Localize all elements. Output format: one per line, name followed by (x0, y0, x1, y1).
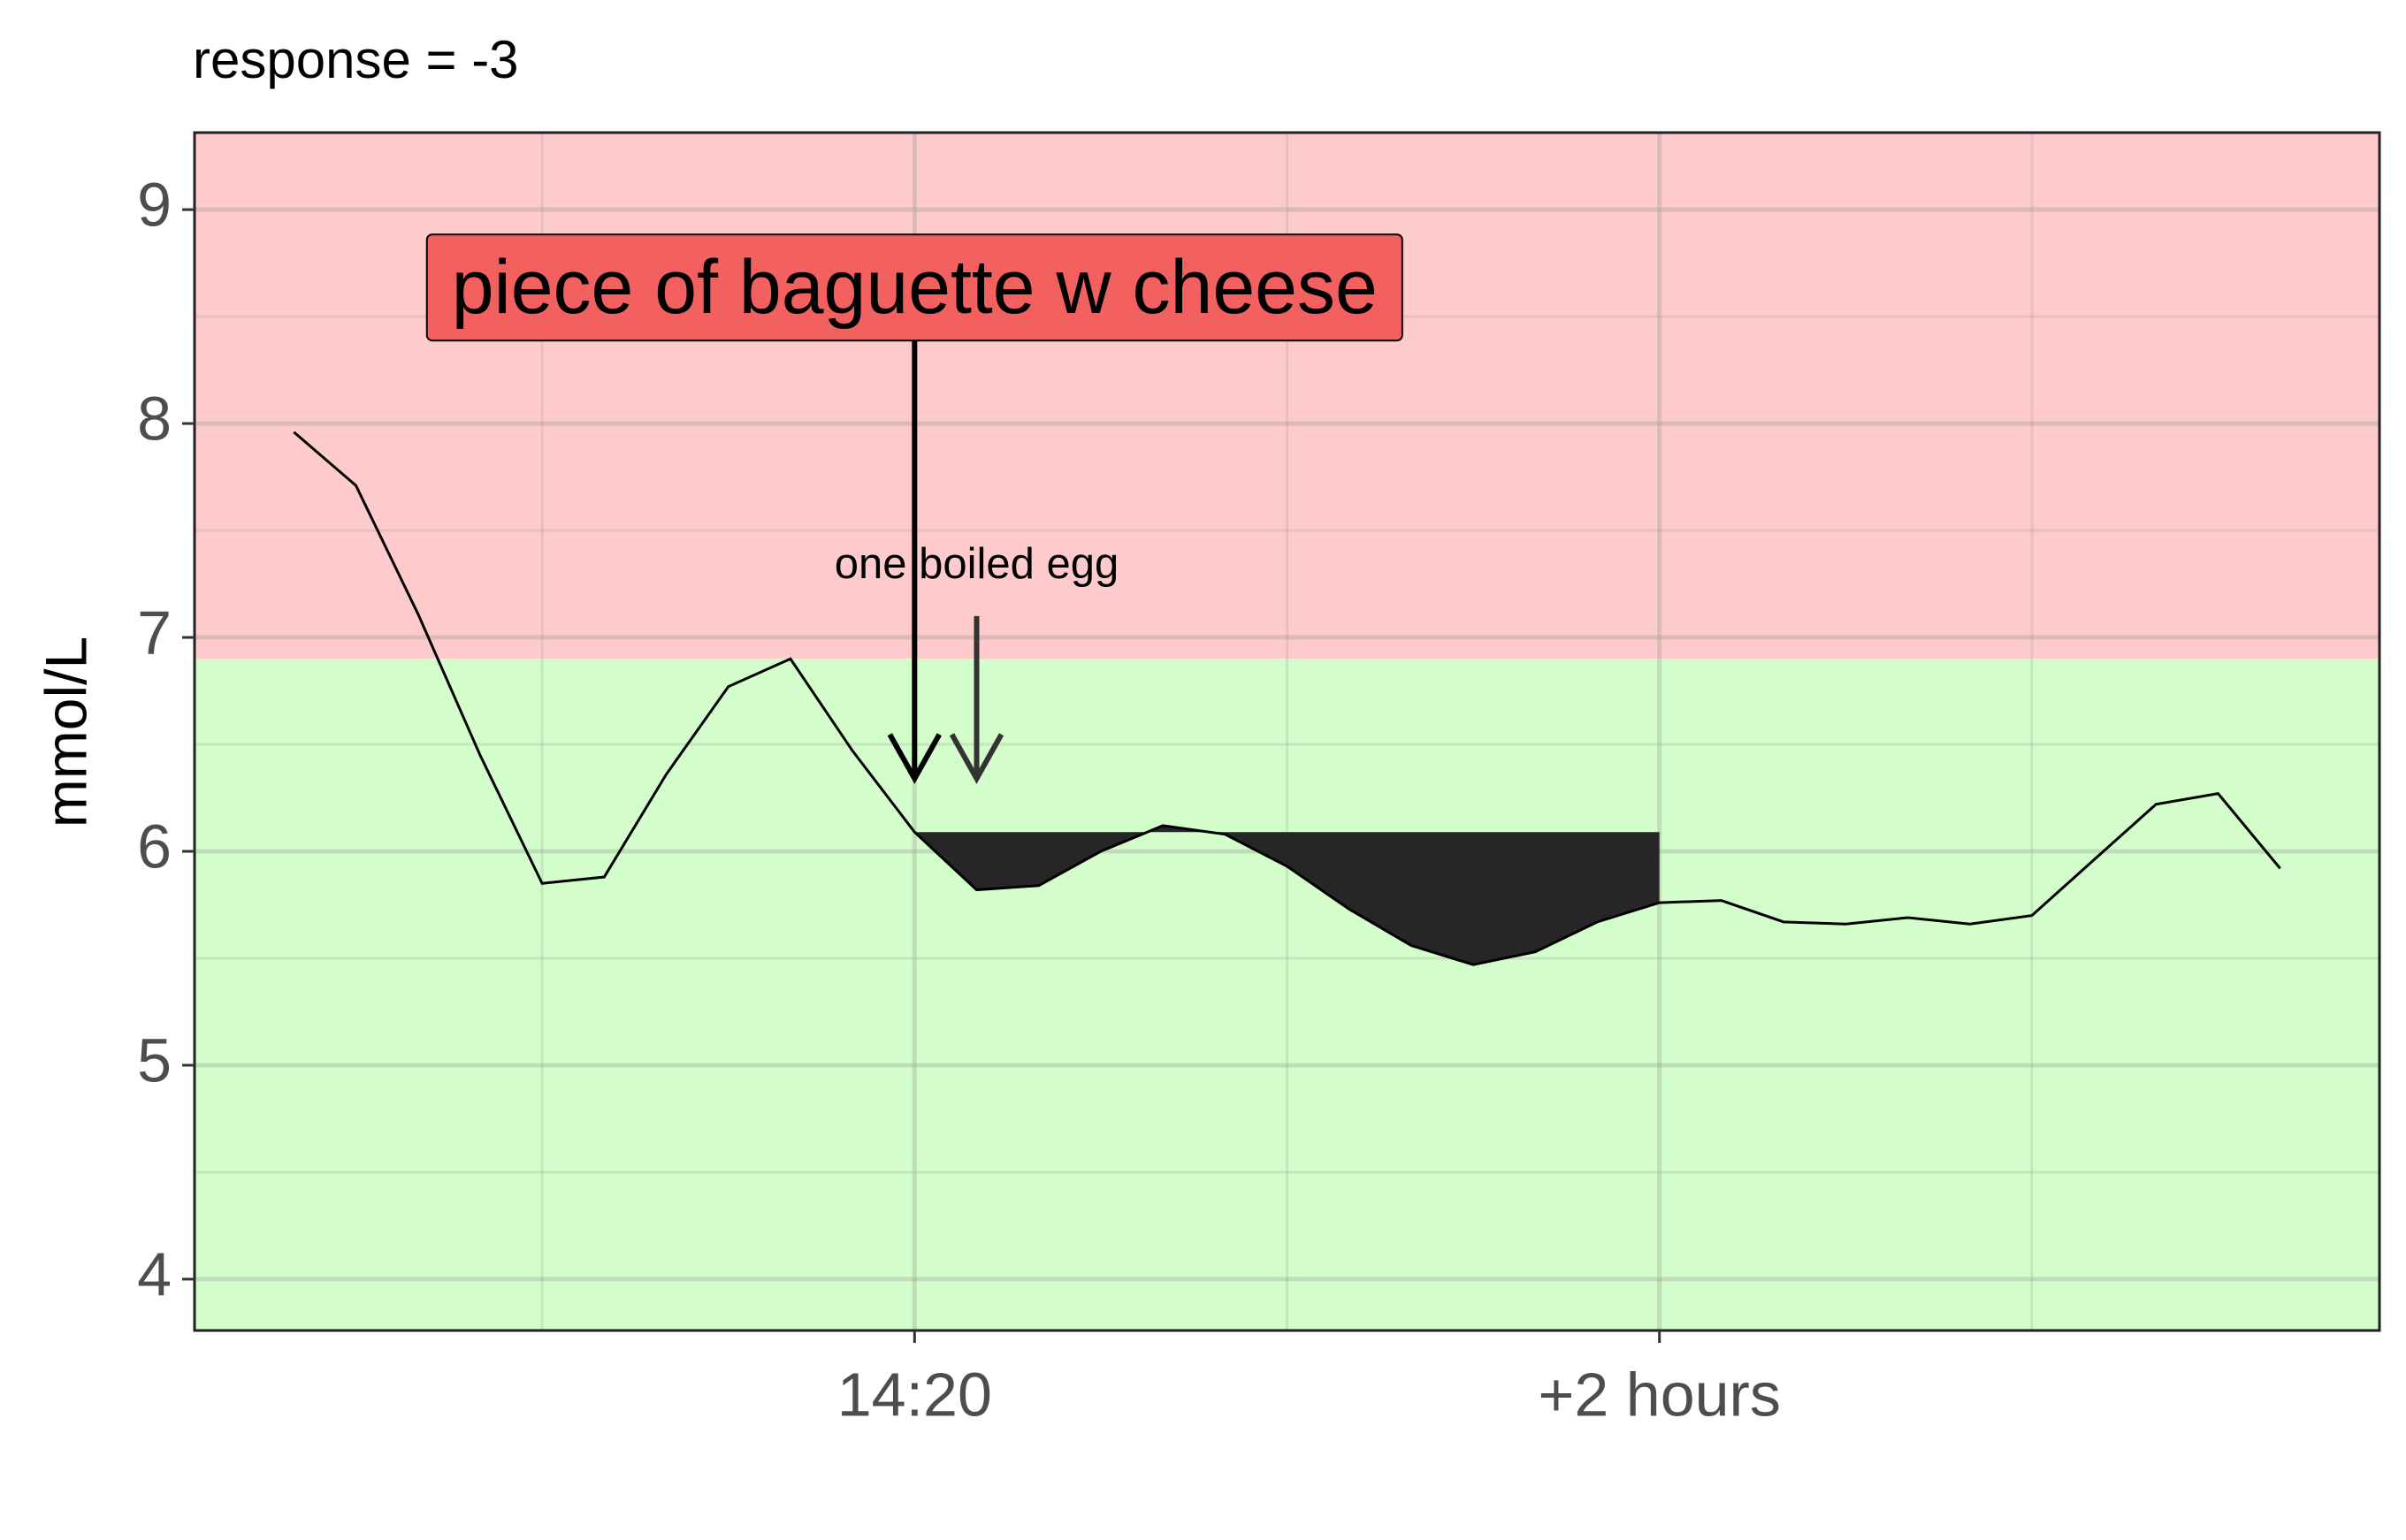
plot-frame (193, 131, 2381, 1332)
glucose-line (293, 431, 2281, 966)
x-tick-label: 14:20 (837, 1360, 992, 1429)
y-tick-label: 5 (137, 1025, 172, 1094)
y-tick-label: 4 (137, 1239, 172, 1308)
y-tick-label: 9 (137, 171, 172, 240)
chart-title: response = -3 (193, 30, 519, 89)
response-area (914, 825, 1660, 965)
annotation-label: one boiled egg (835, 540, 1119, 588)
arrow-head (949, 733, 1004, 784)
x-tick-label: +2 hours (1539, 1360, 1781, 1429)
high-zone (195, 133, 2379, 659)
annotation-label: piece of baguette w cheese (452, 245, 1378, 330)
y-tick-label: 8 (137, 385, 172, 454)
arrow-head (887, 733, 942, 784)
y-tick-label: 6 (137, 812, 172, 881)
annotation: piece of baguette w cheese (425, 233, 1403, 342)
y-tick-label: 7 (137, 598, 172, 667)
y-axis-label: mmol/L (33, 637, 98, 827)
low-zone (195, 659, 2379, 1330)
